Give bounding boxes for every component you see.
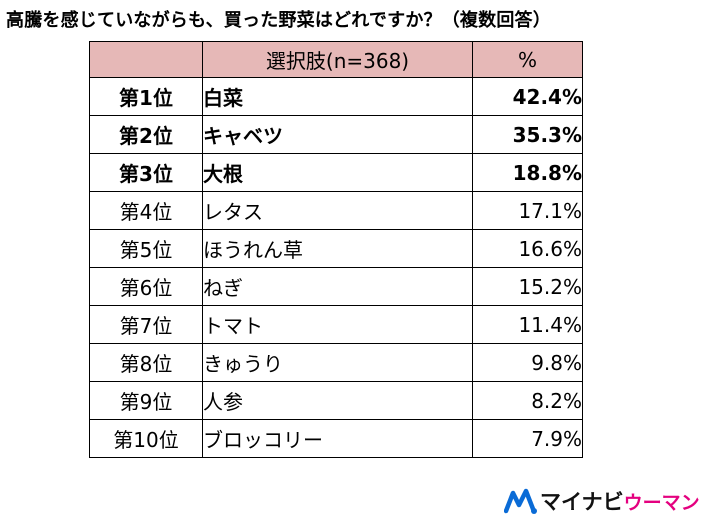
item-cell: きゅうり	[202, 343, 473, 382]
item-cell: 人参	[202, 381, 473, 420]
item-cell: レタス	[202, 191, 473, 230]
pct-cell: 8.2%	[472, 381, 583, 420]
item-cell: トマト	[202, 305, 473, 344]
header-pct: %	[472, 41, 583, 78]
rank-cell: 第1位	[89, 77, 203, 116]
table-row: 第9位 人参 8.2%	[89, 381, 583, 420]
pct-cell: 35.3%	[472, 115, 583, 154]
pct-cell: 42.4%	[472, 77, 583, 116]
pct-cell: 16.6%	[472, 229, 583, 268]
item-cell: 大根	[202, 153, 473, 192]
item-cell: キャベツ	[202, 115, 473, 154]
table-row: 第6位 ねぎ 15.2%	[89, 267, 583, 306]
pct-cell: 15.2%	[472, 267, 583, 306]
rank-cell: 第3位	[89, 153, 203, 192]
rank-cell: 第10位	[89, 419, 203, 458]
rank-cell: 第2位	[89, 115, 203, 154]
rank-cell: 第9位	[89, 381, 203, 420]
pct-cell: 7.9%	[472, 419, 583, 458]
mynavi-logo-icon	[504, 488, 537, 514]
rank-cell: 第8位	[89, 343, 203, 382]
page-title: 高騰を感じていながらも、買った野菜はどれですか？（複数回答）	[6, 10, 551, 31]
table-row: 第8位 きゅうり 9.8%	[89, 343, 583, 382]
header-item: 選択肢(n=368)	[202, 41, 473, 78]
table-row: 第7位 トマト 11.4%	[89, 305, 583, 344]
ranking-table: 選択肢(n=368) % 第1位 白菜 42.4% 第2位 キャベツ 35.3% 第3位 大根…	[89, 41, 583, 458]
rank-cell: 第5位	[89, 229, 203, 268]
logo-brand-text: マイナビ	[540, 490, 624, 514]
pct-cell: 11.4%	[472, 305, 583, 344]
rank-cell: 第6位	[89, 267, 203, 306]
pct-cell: 9.8%	[472, 343, 583, 382]
table-row: 第3位 大根 18.8%	[89, 153, 583, 192]
item-cell: ねぎ	[202, 267, 473, 306]
item-cell: ほうれん草	[202, 229, 473, 268]
item-cell: ブロッコリー	[202, 419, 473, 458]
pct-cell: 17.1%	[472, 191, 583, 230]
table-row: 第10位 ブロッコリー 7.9%	[89, 419, 583, 458]
table-row: 第5位 ほうれん草 16.6%	[89, 229, 583, 268]
item-cell: 白菜	[202, 77, 473, 116]
logo-sub-text: ウーマン	[623, 492, 700, 514]
table-row: 第2位 キャベツ 35.3%	[89, 115, 583, 154]
table-row: 第4位 レタス 17.1%	[89, 191, 583, 230]
table-header-row: 選択肢(n=368) %	[89, 41, 583, 78]
mynavi-woman-logo: マイナビウーマン	[504, 483, 714, 517]
header-rank	[89, 41, 203, 78]
rank-cell: 第7位	[89, 305, 203, 344]
pct-cell: 18.8%	[472, 153, 583, 192]
table-row: 第1位 白菜 42.4%	[89, 77, 583, 116]
rank-cell: 第4位	[89, 191, 203, 230]
